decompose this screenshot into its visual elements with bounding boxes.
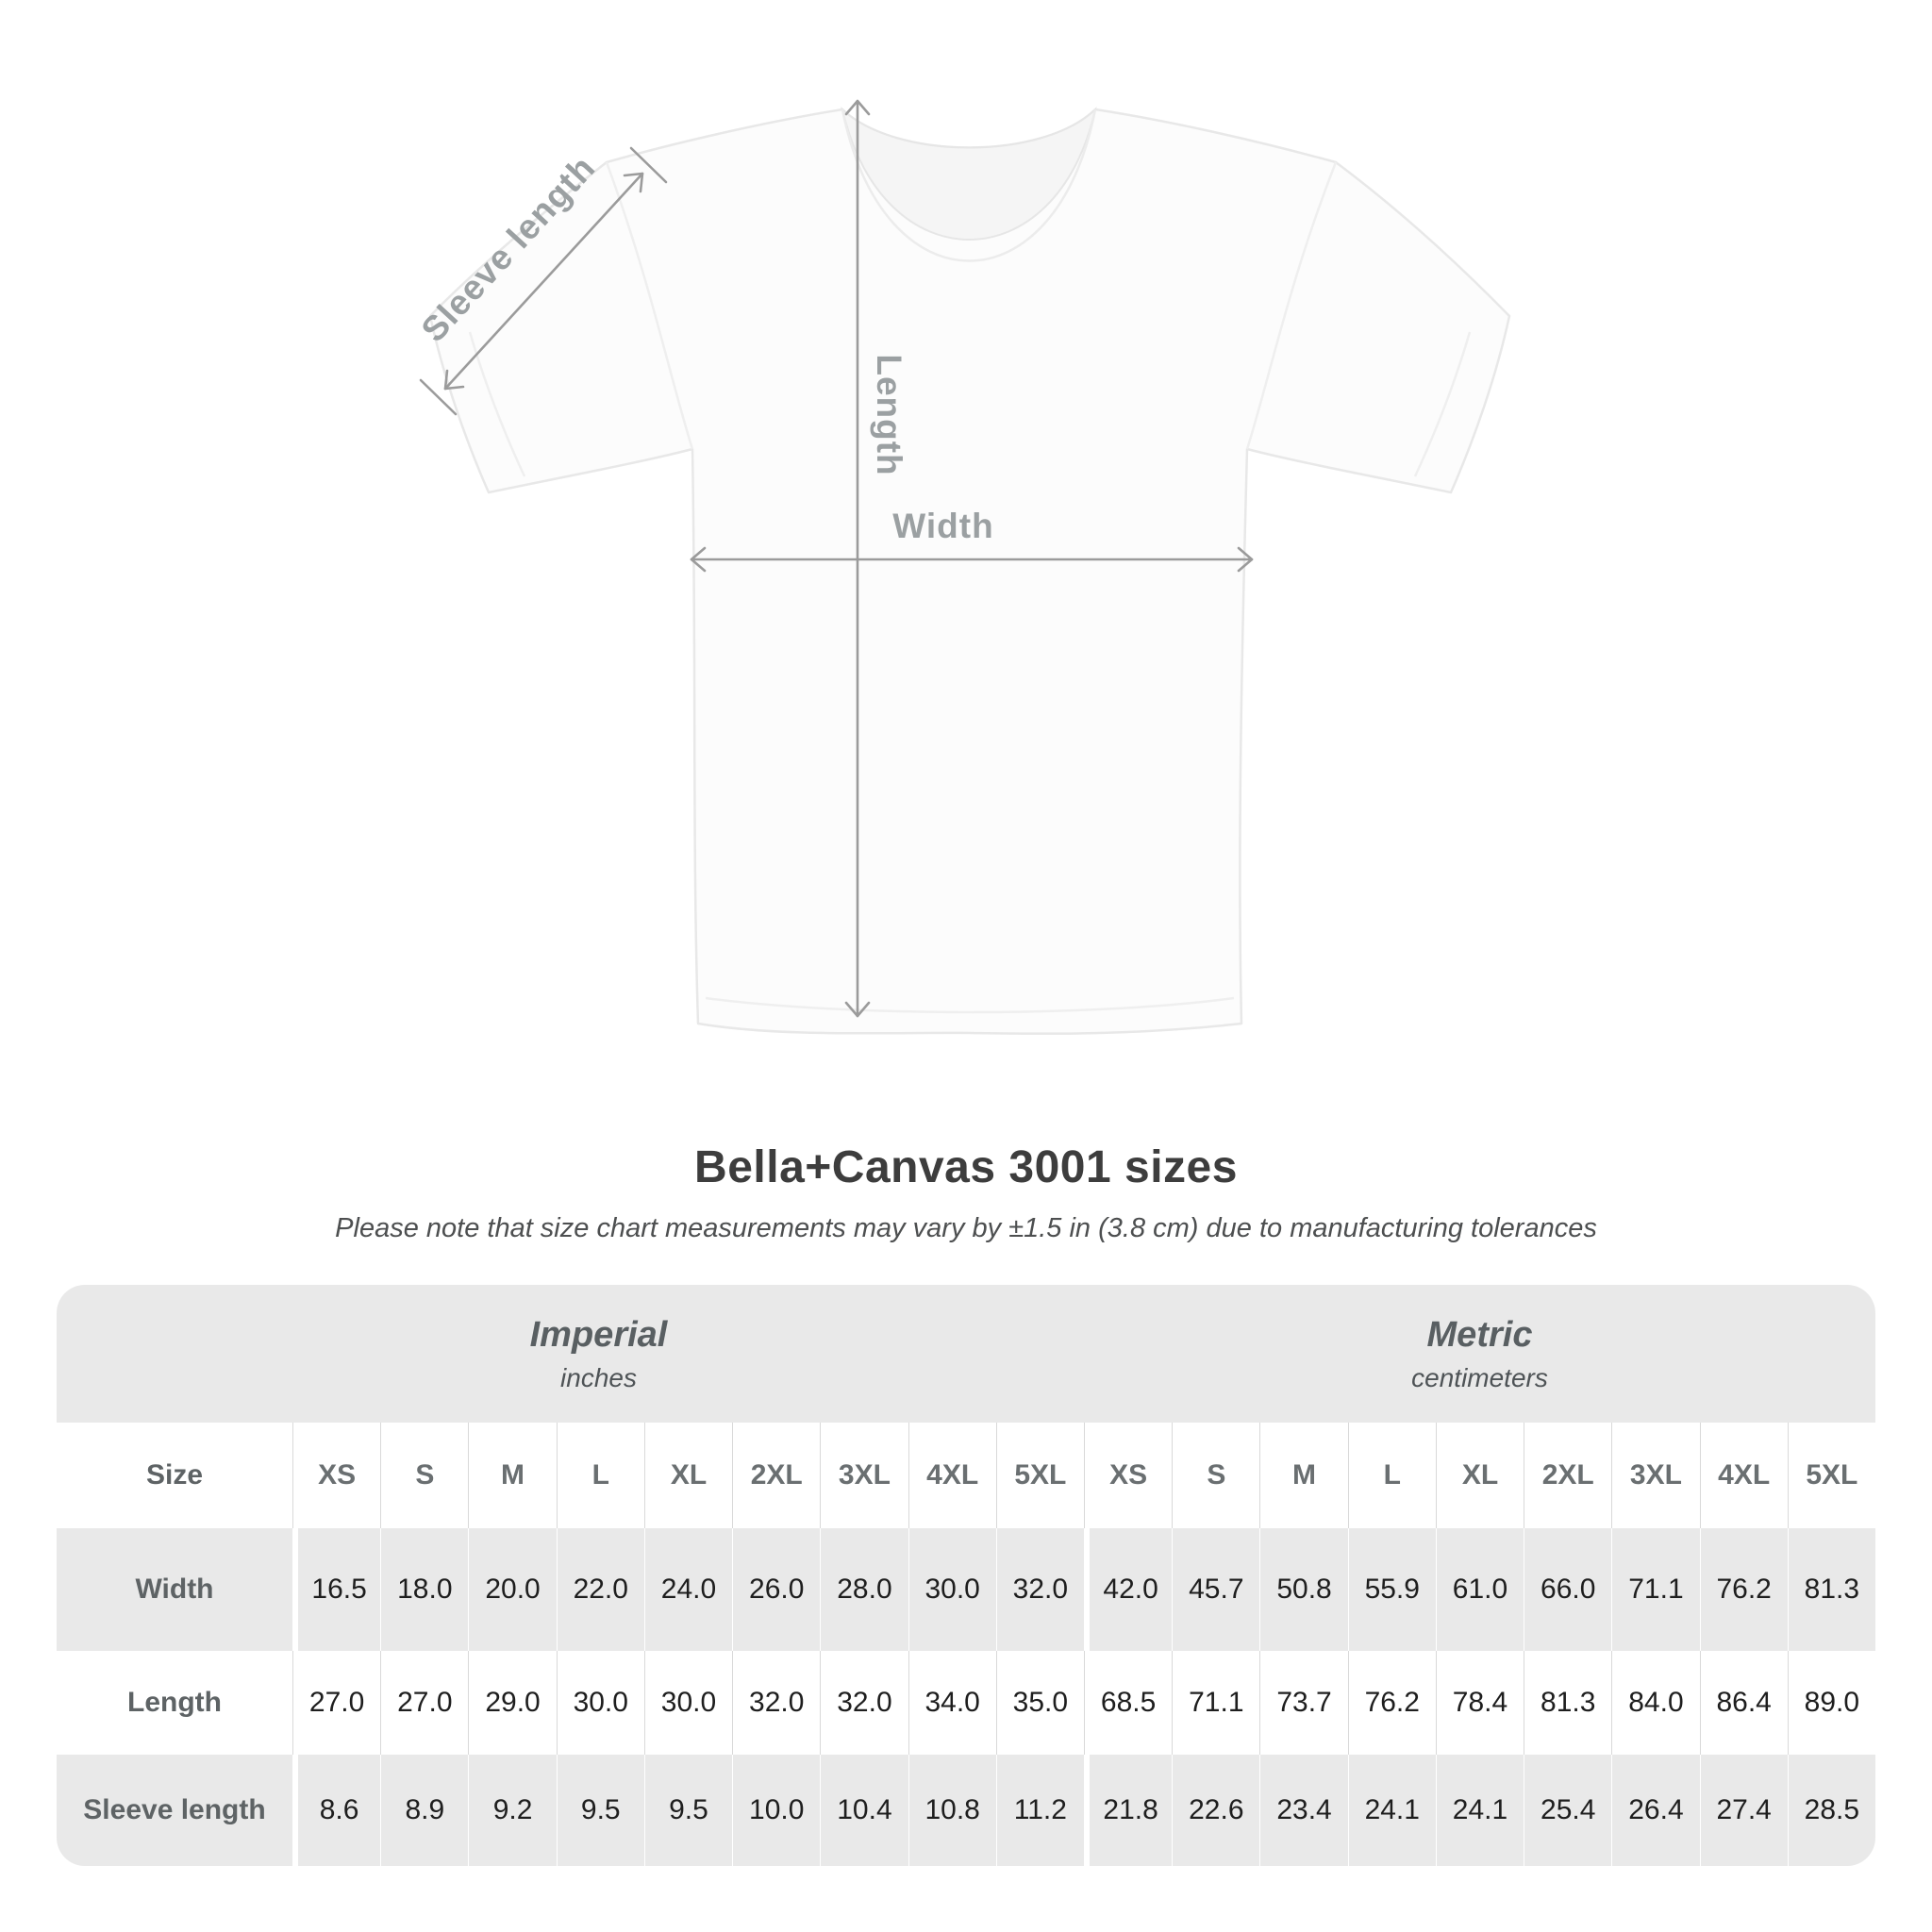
value-cell: 28.5	[1787, 1755, 1875, 1866]
value-cell: 76.2	[1347, 1651, 1436, 1755]
value-cell: 25.4	[1524, 1755, 1611, 1866]
value-cell: 22.0	[556, 1528, 644, 1651]
value-cell: 34.0	[908, 1651, 996, 1755]
value-cell: 8.6	[292, 1755, 380, 1866]
value-cell: 8.9	[380, 1755, 468, 1866]
tshirt-diagram: Sleeve length Length Width	[414, 99, 1511, 1035]
unit-group-name: Imperial	[529, 1314, 668, 1355]
sleeve-length-arrow	[419, 146, 668, 416]
value-cell: 73.7	[1259, 1651, 1347, 1755]
size-col-header: M	[1259, 1423, 1347, 1528]
value-cell: 24.0	[643, 1528, 732, 1651]
width-arrow	[690, 546, 1254, 573]
value-cell: 30.0	[556, 1651, 644, 1755]
size-col-header: L	[556, 1423, 644, 1528]
value-cell: 30.0	[908, 1528, 996, 1651]
size-col-header: 2XL	[732, 1423, 820, 1528]
value-cell: 21.8	[1083, 1755, 1172, 1866]
value-cell: 27.0	[292, 1651, 380, 1755]
row-label: Length	[127, 1687, 222, 1718]
value-cell: 10.4	[820, 1755, 908, 1866]
size-column-header: Size	[145, 1459, 204, 1491]
unit-group-imperial: Imperial inches	[57, 1285, 1084, 1423]
size-col-header: 5XL	[995, 1423, 1084, 1528]
value-cell: 32.0	[732, 1651, 820, 1755]
size-col-header: XL	[1435, 1423, 1524, 1528]
value-cell: 45.7	[1172, 1528, 1259, 1651]
value-cell: 32.0	[820, 1651, 908, 1755]
row-label: Width	[135, 1574, 214, 1605]
value-cell: 9.5	[556, 1755, 644, 1866]
size-col-header: 2XL	[1524, 1423, 1611, 1528]
unit-group-unit: centimeters	[1411, 1362, 1548, 1392]
value-cell: 50.8	[1259, 1528, 1347, 1651]
value-cell: 26.4	[1611, 1755, 1699, 1866]
value-cell: 24.1	[1347, 1755, 1436, 1866]
collar	[841, 106, 1097, 241]
size-col-header: XS	[292, 1423, 380, 1528]
value-cell: 22.6	[1172, 1755, 1259, 1866]
size-col-header: L	[1347, 1423, 1436, 1528]
size-col-header: M	[468, 1423, 556, 1528]
tshirt-graphic	[428, 106, 1511, 1035]
value-cell: 11.2	[995, 1755, 1084, 1866]
value-cell: 84.0	[1611, 1651, 1699, 1755]
row-label: Sleeve length	[83, 1794, 266, 1825]
value-cell: 35.0	[995, 1651, 1084, 1755]
value-cell: 18.0	[380, 1528, 468, 1651]
page-subtitle: Please note that size chart measurements…	[335, 1213, 1597, 1243]
size-table: Imperial inches Metric centimeters Size …	[57, 1285, 1875, 1866]
table-row-length: Length 27.0 27.0 29.0 30.0 30.0 32.0 32.…	[57, 1651, 1875, 1755]
value-cell: 27.4	[1699, 1755, 1788, 1866]
value-cell: 71.1	[1611, 1528, 1699, 1651]
value-cell: 20.0	[468, 1528, 556, 1651]
value-cell: 30.0	[643, 1651, 732, 1755]
value-cell: 10.0	[732, 1755, 820, 1866]
value-cell: 27.0	[380, 1651, 468, 1755]
unit-header-row: Imperial inches Metric centimeters	[57, 1285, 1875, 1423]
table-row-sleeve-length: Sleeve length 8.6 8.9 9.2 9.5 9.5 10.0 1…	[57, 1755, 1875, 1866]
value-cell: 23.4	[1259, 1755, 1347, 1866]
size-col-header: 4XL	[908, 1423, 996, 1528]
value-cell: 78.4	[1435, 1651, 1524, 1755]
value-cell: 26.0	[732, 1528, 820, 1651]
value-cell: 81.3	[1524, 1651, 1611, 1755]
size-col-header: XS	[1083, 1423, 1172, 1528]
value-cell: 42.0	[1083, 1528, 1172, 1651]
table-row-width: Width 16.5 18.0 20.0 22.0 24.0 26.0 28.0…	[57, 1528, 1875, 1651]
value-cell: 71.1	[1172, 1651, 1259, 1755]
value-cell: 9.5	[643, 1755, 732, 1866]
size-col-header: S	[1172, 1423, 1259, 1528]
value-cell: 29.0	[468, 1651, 556, 1755]
size-col-header: 5XL	[1787, 1423, 1875, 1528]
width-label: Width	[892, 507, 993, 545]
value-cell: 9.2	[468, 1755, 556, 1866]
value-cell: 66.0	[1524, 1528, 1611, 1651]
value-cell: 10.8	[908, 1755, 996, 1866]
value-cell: 28.0	[820, 1528, 908, 1651]
value-cell: 32.0	[995, 1528, 1084, 1651]
size-col-header: 3XL	[1611, 1423, 1699, 1528]
unit-group-name: Metric	[1426, 1314, 1533, 1355]
length-label: Length	[870, 354, 908, 475]
value-cell: 81.3	[1787, 1528, 1875, 1651]
size-header-row: Size XS S M L XL 2XL 3XL 4XL 5XL XS S M …	[57, 1423, 1875, 1528]
value-cell: 68.5	[1083, 1651, 1172, 1755]
size-col-header: XL	[643, 1423, 732, 1528]
value-cell: 16.5	[292, 1528, 380, 1651]
value-cell: 61.0	[1435, 1528, 1524, 1651]
unit-group-metric: Metric centimeters	[1084, 1285, 1875, 1423]
size-col-header: 4XL	[1699, 1423, 1788, 1528]
size-col-header: 3XL	[820, 1423, 908, 1528]
value-cell: 55.9	[1347, 1528, 1436, 1651]
page-title: Bella+Canvas 3001 sizes	[694, 1142, 1238, 1192]
value-cell: 76.2	[1699, 1528, 1788, 1651]
value-cell: 24.1	[1435, 1755, 1524, 1866]
value-cell: 89.0	[1787, 1651, 1875, 1755]
size-col-header: S	[380, 1423, 468, 1528]
value-cell: 86.4	[1699, 1651, 1788, 1755]
unit-group-unit: inches	[560, 1362, 637, 1392]
